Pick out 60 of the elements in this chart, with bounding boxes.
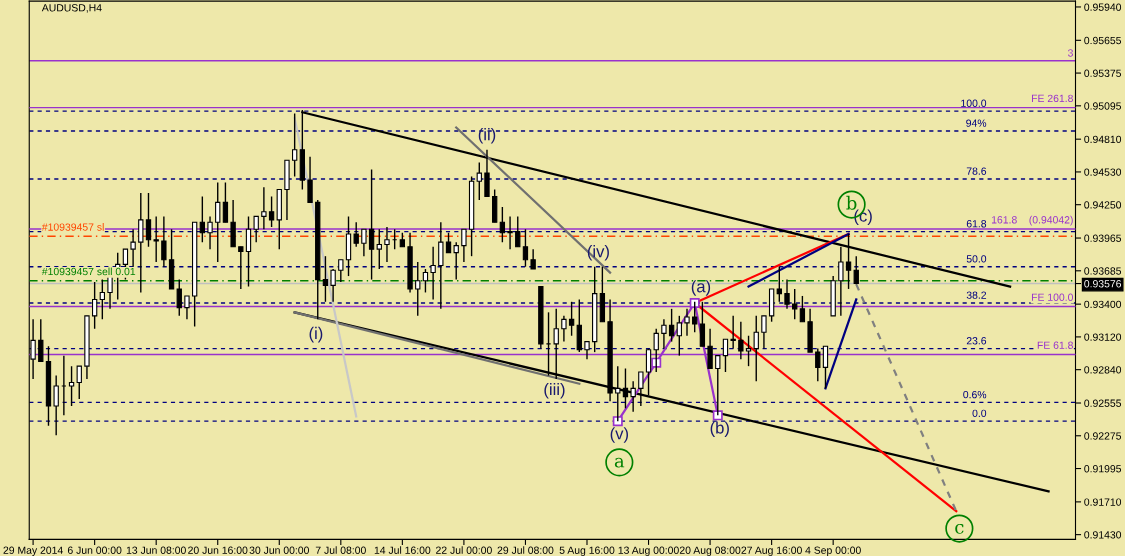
x-tick-label: 20 Jun 16:00: [188, 546, 248, 554]
x-tick-label: 13 Aug 00:00: [618, 546, 679, 556]
chart-title: AUDUSD,H4: [41, 4, 102, 13]
x-tick-label: 6 Jun 00:00: [67, 546, 122, 554]
ref-line-label: FE 100.0: [1031, 293, 1073, 301]
y-tick-label: 0.93120: [1084, 333, 1122, 341]
annotation: (c): [854, 209, 872, 226]
annotation: a: [614, 457, 625, 468]
x-tick-label: 27 Aug 16:00: [741, 546, 802, 556]
x-tick-label: 20 Aug 08:00: [679, 546, 741, 556]
annotation: 61.8: [966, 220, 987, 228]
annotation: c: [955, 523, 964, 534]
x-tick-label: 13 Jun 08:00: [126, 546, 186, 554]
x-tick-label: 29 Jul 08:00: [497, 546, 554, 554]
y-tick-label: 0.95940: [1084, 3, 1122, 11]
ref-line-label: #10939457 sell 0.01: [41, 267, 136, 276]
y-tick-label: 0.93685: [1084, 267, 1122, 275]
ref-line-label: FE 61.8: [1037, 341, 1073, 349]
x-tick-label: 30 Jun 00:00: [249, 546, 309, 554]
x-tick-label: 14 Jul 16:00: [374, 546, 431, 554]
annotation: 50.0: [966, 255, 987, 263]
annotation: (a): [691, 280, 711, 296]
ref-line-label: FE 261.8: [1031, 94, 1073, 103]
y-tick-label: 0.94810: [1084, 135, 1122, 144]
y-tick-label: 0.92840: [1084, 366, 1122, 374]
annotation: (b): [710, 421, 729, 437]
y-tick-label: 0.91995: [1084, 465, 1122, 473]
y-tick-label: 0.91430: [1084, 531, 1122, 539]
x-tick-label: 4 Sep 00:00: [805, 546, 861, 556]
annotation: (iii): [544, 383, 565, 399]
y-tick-label: 0.95655: [1084, 36, 1122, 45]
x-tick-label: 29 May 2014: [3, 546, 63, 556]
annotation: 23.6: [966, 337, 987, 345]
y-tick-label: 0.94530: [1084, 168, 1122, 176]
y-tick-label: 0.93400: [1084, 300, 1122, 309]
y-tick-label: 0.91710: [1084, 498, 1122, 506]
x-tick-label: 22 Jul 00:00: [436, 546, 492, 554]
ref-line-label: 161.8 (0.94042): [991, 215, 1073, 226]
y-tick-label: 0.95375: [1084, 69, 1122, 77]
annotation: 0.6%: [963, 390, 987, 399]
annotation: 38.2: [966, 291, 987, 299]
annotation: 78.6: [966, 167, 987, 175]
y-tick-label: 0.92555: [1084, 399, 1122, 407]
x-tick-label: 5 Aug 16:00: [559, 546, 615, 556]
annotation: (v): [610, 427, 629, 443]
y-tick-label: 0.92275: [1084, 432, 1122, 440]
annotation: (ii): [478, 128, 496, 144]
y-tick-label: 0.95095: [1084, 102, 1122, 110]
annotation: b: [846, 195, 857, 210]
annotation: (i): [309, 326, 323, 343]
y-tick-label: 0.94250: [1084, 201, 1122, 209]
annotation: 94%: [966, 119, 987, 127]
annotation: 0.0: [972, 409, 987, 418]
annotation: (iv): [587, 245, 609, 261]
y-tick-label: 0.93965: [1084, 234, 1122, 242]
ref-line-label: #10939457 sl: [41, 223, 104, 231]
x-tick-label: 7 Jul 08:00: [315, 546, 366, 554]
annotation: 100.0: [961, 99, 987, 107]
annotation: 3: [1068, 49, 1073, 57]
y-tick-label: 0.93576: [1084, 280, 1122, 288]
